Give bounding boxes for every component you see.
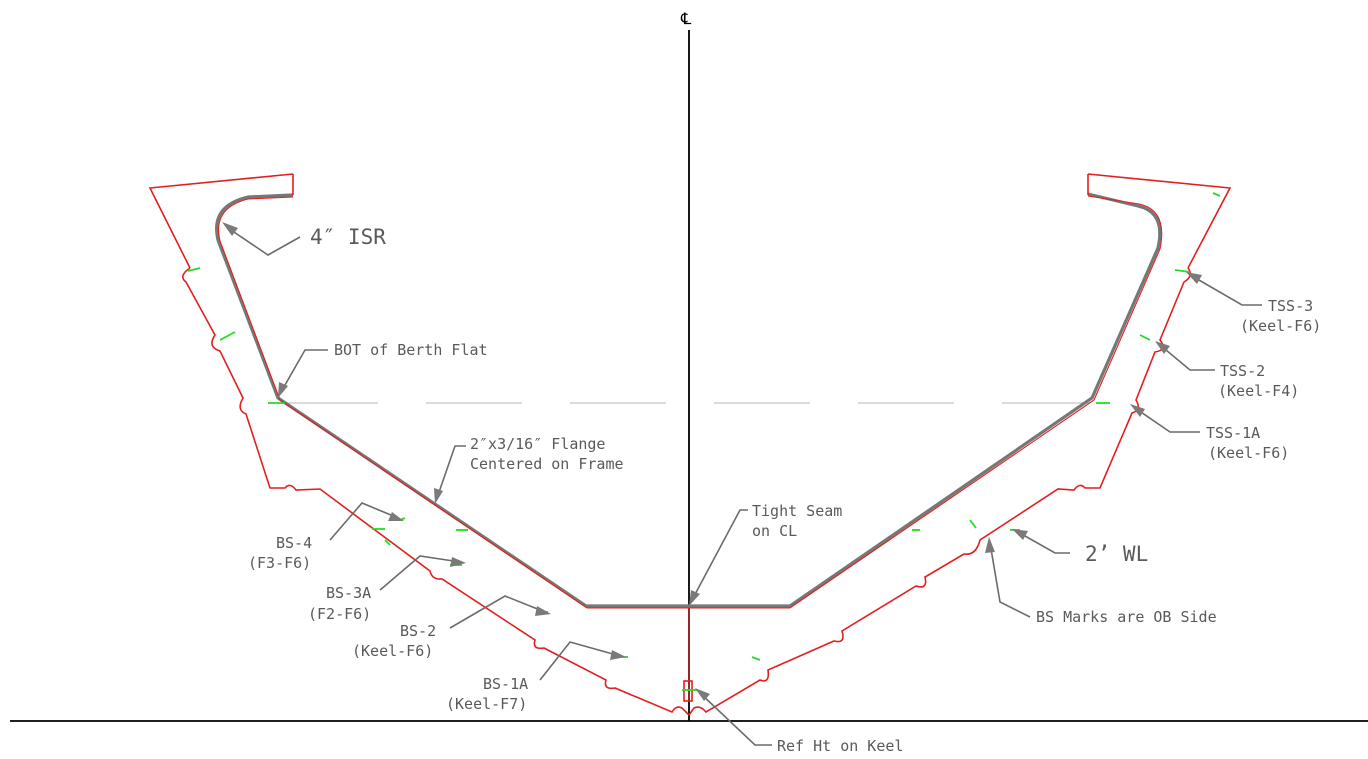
label-ref-ht: Ref Ht on Keel	[777, 737, 903, 755]
label-waterline: 2’ WL	[1085, 542, 1148, 566]
keel-plate	[683, 680, 693, 702]
outer-hull	[148, 173, 1232, 716]
label-flange-line2: Centered on Frame	[470, 455, 624, 473]
label-bs3a: BS-3A	[326, 584, 371, 602]
label-bs2: BS-2	[400, 622, 436, 640]
label-tight-seam-line2: on CL	[752, 522, 797, 540]
label-bs2-sub: (Keel-F6)	[352, 642, 433, 660]
label-flange-line1: 2″x3/16″ Flange	[470, 435, 605, 453]
inner-frame-flange	[215, 192, 1163, 700]
label-berth-flat: BOT of Berth Flat	[334, 341, 488, 359]
label-bs-marks: BS Marks are OB Side	[1036, 608, 1217, 626]
label-tss1a: TSS-1A	[1206, 424, 1260, 442]
label-tss3: TSS-3	[1268, 297, 1313, 315]
label-tss3-sub: (Keel-F6)	[1240, 317, 1321, 335]
label-bs1a-sub: (Keel-F7)	[446, 695, 527, 713]
label-tss2-sub: (Keel-F4)	[1218, 382, 1299, 400]
centerline-symbol: ℄	[680, 9, 692, 28]
label-bs4-sub: (F3-F6)	[248, 554, 311, 572]
label-bs1a: BS-1A	[483, 675, 528, 693]
label-bs3a-sub: (F2-F6)	[308, 605, 371, 623]
label-isr: 4″ ISR	[310, 225, 386, 249]
label-tss1a-sub: (Keel-F6)	[1208, 444, 1289, 462]
label-bs4: BS-4	[276, 534, 312, 552]
leaders	[222, 222, 1262, 746]
label-tight-seam-line1: Tight Seam	[752, 502, 842, 520]
label-tss2: TSS-2	[1220, 362, 1265, 380]
